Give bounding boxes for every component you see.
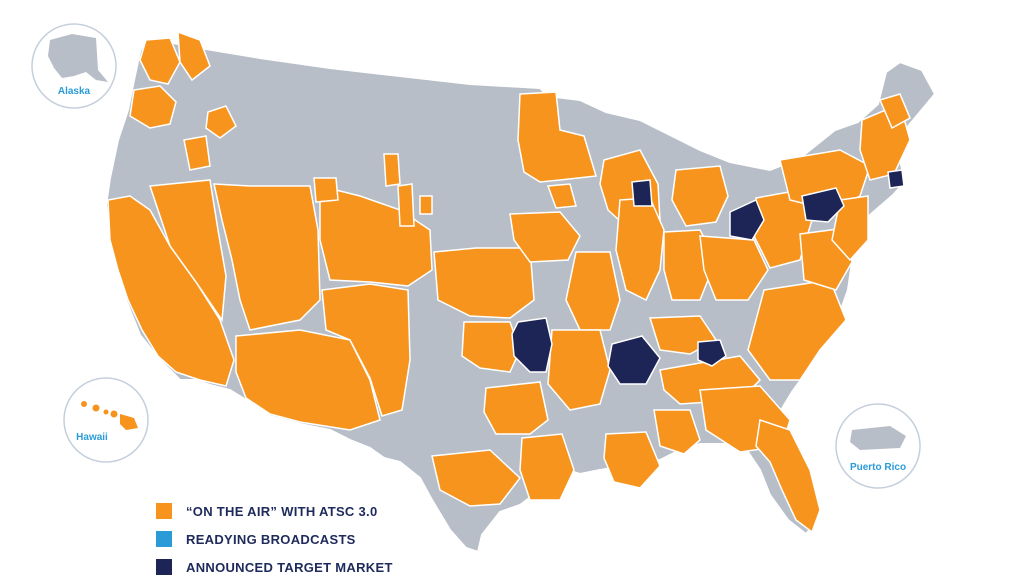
market-ohio-central [699, 235, 769, 301]
legend-swatch-target [156, 559, 172, 575]
market-new-mexico [321, 283, 411, 417]
alaska-shape [48, 34, 108, 82]
legend-label-target: ANNOUNCED TARGET MARKET [186, 559, 393, 575]
target-cleveland [729, 198, 765, 241]
target-memphis [607, 335, 661, 385]
market-maine [878, 93, 911, 130]
alaska-label: Alaska [58, 86, 91, 97]
market-wyoming-c [397, 183, 415, 227]
target-milwaukee [631, 179, 653, 207]
market-minnesota [517, 91, 597, 183]
market-iowa [509, 211, 581, 263]
legend-label-on-air: “ON THE AIR” WITH ATSC 3.0 [186, 503, 378, 519]
market-kansas [433, 247, 535, 319]
market-nevada [148, 179, 227, 323]
market-mid-atlantic [831, 195, 869, 262]
legend-swatch-readying [156, 531, 172, 547]
market-mississippi [653, 409, 701, 455]
target-knoxville [697, 339, 727, 367]
puerto-rico-inset: Puerto Rico [835, 403, 921, 489]
legend-item-target: ANNOUNCED TARGET MARKET [156, 553, 393, 581]
map-legend: “ON THE AIR” WITH ATSC 3.0 READYING BROA… [156, 497, 393, 581]
market-texas-east [519, 433, 575, 501]
market-spokane [205, 105, 237, 139]
market-wyoming-b [383, 153, 401, 187]
target-markets [511, 169, 905, 385]
market-missouri [565, 251, 621, 331]
hawaii-inset: Hawaii [63, 377, 149, 463]
legend-swatch-on-air [156, 503, 172, 519]
alaska-inset: Alaska [31, 23, 117, 109]
market-carolinas [747, 279, 847, 381]
market-arizona-south [235, 329, 381, 431]
target-scranton [801, 187, 845, 223]
legend-label-readying: READYING BROADCASTS [186, 531, 356, 547]
market-arkansas [547, 329, 611, 411]
market-sioux [546, 183, 577, 209]
market-new-york [779, 149, 871, 211]
market-louisiana [603, 431, 661, 489]
hawaii-label: Hawaii [76, 432, 108, 443]
market-texas-north [483, 381, 549, 435]
market-florida [755, 419, 821, 534]
market-seattle [139, 37, 181, 85]
market-boise [183, 135, 211, 171]
market-washington-east [177, 30, 211, 82]
market-colorado [319, 185, 433, 287]
puerto-rico-shape [850, 426, 906, 450]
market-portland [129, 85, 177, 129]
market-michigan [671, 165, 729, 227]
puerto-rico-label: Puerto Rico [850, 462, 906, 473]
market-wyoming-a [313, 177, 339, 203]
market-utah-arizona [213, 183, 321, 331]
target-providence [887, 169, 905, 189]
market-california [107, 195, 235, 387]
market-texas-central [431, 449, 522, 507]
market-wyoming-d [419, 195, 433, 215]
on-air-markets [107, 30, 911, 534]
target-tulsa [511, 317, 553, 373]
legend-item-on-air: “ON THE AIR” WITH ATSC 3.0 [156, 497, 393, 525]
legend-item-readying: READYING BROADCASTS [156, 525, 393, 553]
market-oklahoma [461, 321, 521, 373]
